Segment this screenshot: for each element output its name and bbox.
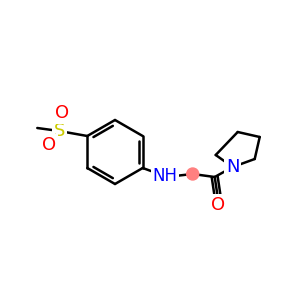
Text: S: S xyxy=(54,122,65,140)
Circle shape xyxy=(187,168,199,180)
Text: O: O xyxy=(42,136,56,154)
Text: NH: NH xyxy=(152,167,177,185)
Text: O: O xyxy=(55,104,69,122)
Text: O: O xyxy=(211,196,225,214)
Text: N: N xyxy=(226,158,239,176)
